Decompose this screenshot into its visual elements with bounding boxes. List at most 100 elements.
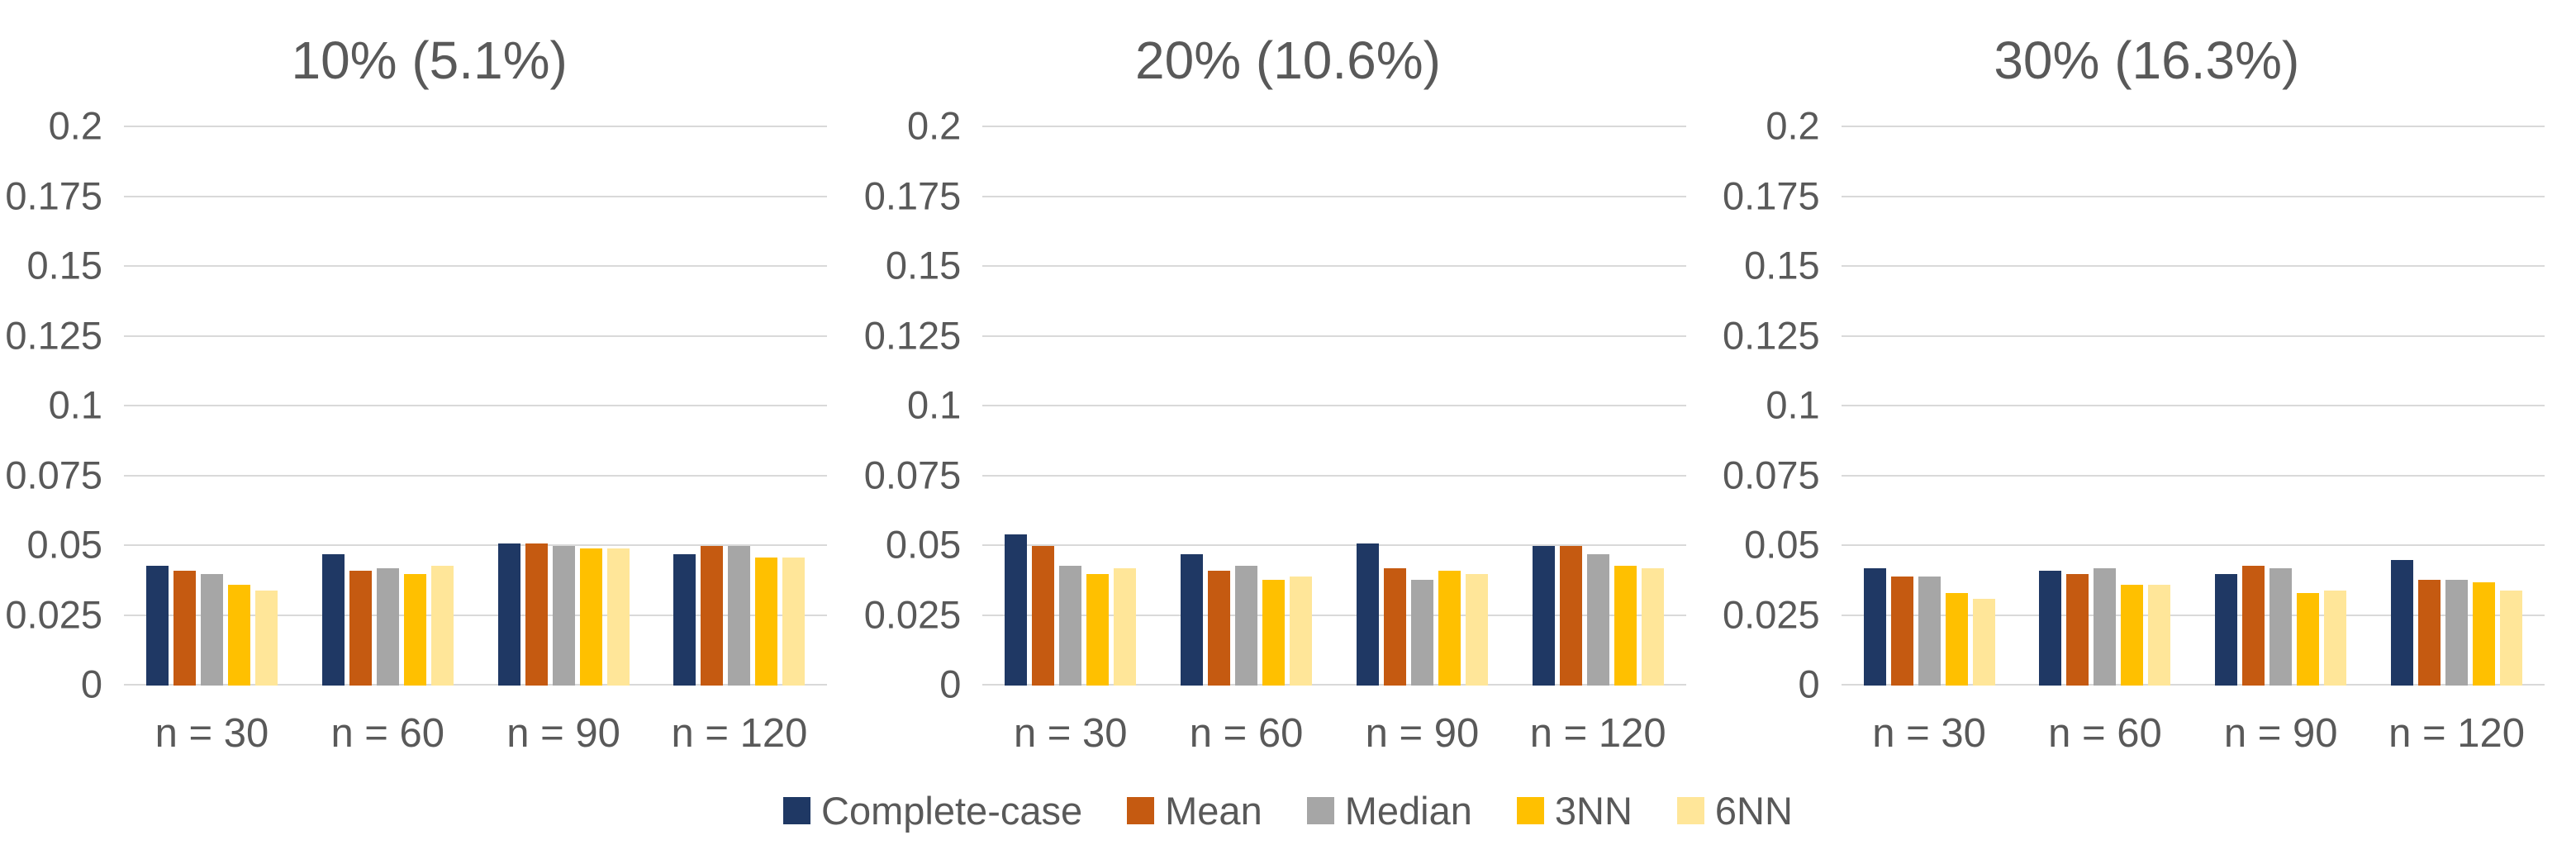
gridline <box>982 474 1686 477</box>
bar-complete-case <box>145 565 169 686</box>
bar-3nn <box>579 548 602 686</box>
bar-mean <box>1208 571 1231 686</box>
y-tick-label: 0.075 <box>5 453 102 496</box>
x-axis-cells: n = 30 n = 60 n = 90 n = 120 <box>1842 710 2545 757</box>
bar-3nn <box>1614 565 1637 686</box>
bar-6nn <box>2324 591 2347 686</box>
legend-swatch <box>1676 797 1704 824</box>
gridline <box>982 684 1686 686</box>
bar-groups <box>124 126 827 686</box>
bar-median <box>2094 568 2117 686</box>
bar-6nn <box>2148 585 2171 686</box>
legend-swatch <box>1306 797 1334 824</box>
bar-mean <box>1032 546 1055 686</box>
y-tick-label: 0.175 <box>5 173 102 217</box>
x-axis-spacer <box>0 710 124 757</box>
chart-area: 0.2 0.175 0.15 0.125 0.1 0.075 0.05 0.025 0 <box>1718 104 2576 706</box>
bar-3nn <box>1438 571 1461 686</box>
y-tick-label: 0 <box>939 662 962 706</box>
bar-mean <box>2242 565 2265 686</box>
y-tick-label: 0.2 <box>48 103 102 148</box>
plot-area <box>124 126 828 686</box>
gridline <box>982 544 1686 546</box>
y-tick-label: 0 <box>1798 662 1820 706</box>
y-tick-label: 0.1 <box>906 382 962 427</box>
y-tick-label: 0.175 <box>863 173 962 217</box>
gridline <box>982 405 1686 406</box>
panel-title: 30% (16.3%) <box>1994 31 2300 90</box>
x-category-label: n = 60 <box>2048 711 2162 756</box>
bar-6nn <box>1972 599 1995 686</box>
y-axis: 0.2 0.175 0.15 0.125 0.1 0.075 0.05 0.025 0 <box>1718 104 1842 706</box>
gridline <box>1841 265 2545 267</box>
gridline <box>124 544 828 546</box>
gridline <box>124 126 828 127</box>
legend-label: Median <box>1344 789 1472 833</box>
bar-mean <box>701 546 724 686</box>
bar-group-n30 <box>982 126 1158 686</box>
bar-median <box>728 546 751 686</box>
y-tick-label: 0.1 <box>48 382 102 427</box>
bar-mean <box>2418 579 2441 686</box>
y-tick-label: 0.05 <box>885 522 962 567</box>
bar-6nn <box>1290 577 1313 686</box>
legend-item-complete-case: Complete-case <box>783 788 1082 833</box>
x-category-label: n = 120 <box>2388 711 2525 756</box>
x-category-label: n = 90 <box>2223 711 2338 756</box>
gridline <box>1841 544 2545 546</box>
legend-item-3nn: 3NN <box>1516 788 1633 833</box>
x-axis-labels: n = 30 n = 60 n = 90 n = 120 <box>1718 710 2576 757</box>
charts-row: 10% (5.1%) 0.2 0.175 0.15 0.125 0.1 0.075 0.05 0… <box>0 31 2576 757</box>
bar-6nn <box>1641 568 1664 686</box>
bar-group-n60 <box>1158 126 1334 686</box>
y-tick-label: 0.025 <box>863 592 962 636</box>
bar-mean <box>2066 573 2089 686</box>
y-tick-label: 0.15 <box>1744 243 1820 287</box>
bar-complete-case <box>2039 571 2062 686</box>
bar-complete-case <box>1532 546 1555 686</box>
bar-median <box>376 568 399 686</box>
bar-complete-case <box>2215 573 2238 686</box>
x-axis-spacer <box>858 710 982 757</box>
legend-item-median: Median <box>1306 788 1472 833</box>
bar-6nn <box>254 591 278 686</box>
bar-mean <box>1559 546 1582 686</box>
bar-3nn <box>1945 593 1968 686</box>
y-axis: 0.2 0.175 0.15 0.125 0.1 0.075 0.05 0.025 0 <box>0 104 124 706</box>
bar-6nn <box>2500 591 2523 686</box>
bar-group-n120 <box>2369 126 2545 686</box>
gridline <box>982 195 1686 197</box>
bar-group-n120 <box>1510 126 1686 686</box>
y-tick-label: 0.1 <box>1766 382 1820 427</box>
y-tick-label: 0.075 <box>1723 453 1820 496</box>
bar-3nn <box>1262 579 1286 686</box>
bar-mean <box>525 543 548 686</box>
bar-groups <box>982 126 1685 686</box>
y-tick-label: 0.05 <box>1744 522 1820 567</box>
gridline <box>124 684 828 686</box>
bar-mean <box>349 571 372 686</box>
bar-mean <box>1383 568 1406 686</box>
gridline <box>982 335 1686 337</box>
chart-area: 0.2 0.175 0.15 0.125 0.1 0.075 0.05 0.025 0 <box>858 104 1717 706</box>
bar-mean <box>1890 577 1913 686</box>
legend-swatch <box>1516 797 1544 824</box>
plot-area <box>982 126 1686 686</box>
bar-group-n60 <box>2017 126 2193 686</box>
x-category-label: n = 120 <box>671 711 808 756</box>
y-tick-label: 0.125 <box>5 313 102 357</box>
bar-3nn <box>227 585 250 686</box>
x-category-label: n = 90 <box>1365 711 1480 756</box>
bar-complete-case <box>1181 554 1204 686</box>
gridline <box>982 614 1686 616</box>
y-tick-label: 0.2 <box>906 103 962 148</box>
bar-median <box>2269 568 2293 686</box>
gridline <box>124 405 828 406</box>
x-category-label: n = 30 <box>1013 711 1128 756</box>
bar-3nn <box>403 573 426 686</box>
legend-label: 3NN <box>1554 789 1633 833</box>
legend: Complete-case Mean Median 3NN 6NN <box>0 788 2576 833</box>
chart-area: 0.2 0.175 0.15 0.125 0.1 0.075 0.05 0.025 0 <box>0 104 858 706</box>
bar-6nn <box>1114 568 1137 686</box>
